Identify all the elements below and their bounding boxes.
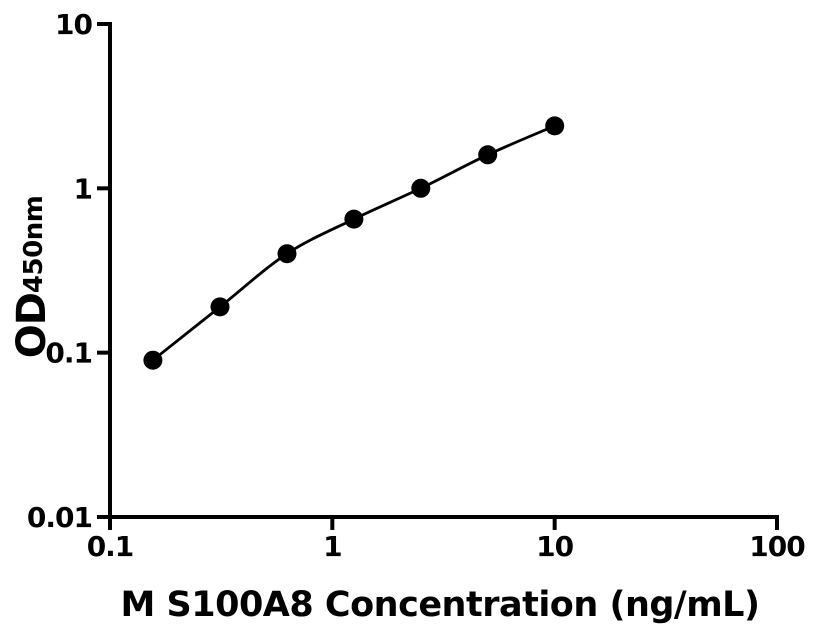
x-axis-title: M S100A8 Concentration (ng/mL)	[120, 585, 760, 625]
data-point	[210, 297, 230, 317]
data-point	[411, 178, 431, 198]
y-axis-title-subscript: 450nm	[19, 195, 49, 294]
data-point	[143, 350, 163, 370]
axes-spines	[108, 22, 779, 519]
data-point	[344, 209, 364, 229]
x-tick-label: 10	[536, 530, 573, 563]
data-point	[277, 244, 297, 264]
y-tick-label: 0.01	[27, 501, 92, 534]
y-axis-title-main: OD	[9, 293, 55, 359]
data-point	[545, 116, 565, 136]
y-axis-title: OD450nm	[9, 196, 55, 359]
y-tick-label: 10	[55, 8, 92, 41]
y-tick-label: 1	[74, 172, 92, 205]
y-tick-label: 0.1	[45, 337, 92, 370]
x-tick-label: 1	[323, 530, 341, 563]
x-tick-label: 100	[749, 530, 805, 563]
data-point	[478, 145, 498, 165]
x-tick-label: 0.1	[87, 530, 134, 563]
